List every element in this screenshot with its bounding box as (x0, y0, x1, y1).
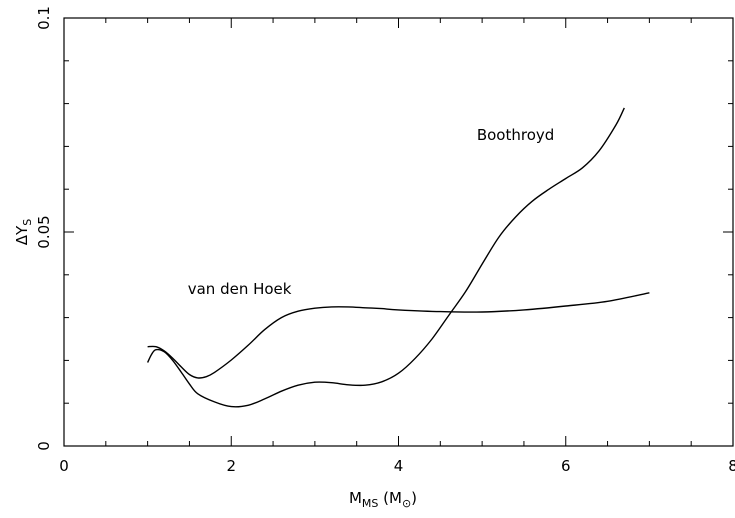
y-tick-label: 0 (35, 441, 53, 451)
axis-ticks: 0 2 4 6 8 0 0.05 0.1 (35, 6, 735, 475)
x-tick-label: 6 (561, 457, 571, 475)
series-line-boothroyd (146, 107, 625, 408)
y-tick-label: 0.05 (35, 215, 53, 248)
series-label-van-den-hoek: van den Hoek (188, 280, 292, 298)
x-axis-label-sub: MS (362, 497, 378, 510)
x-tick-label: 2 (226, 457, 236, 475)
y-axis-label-main: ΔY (13, 225, 31, 245)
y-tick-label: 0.1 (35, 6, 53, 30)
series-line-van-den-hoek (147, 292, 650, 379)
curve-labels: van den Hoek Boothroyd (188, 126, 555, 298)
plot-border (63, 17, 734, 447)
x-axis-label-unit-open: (M (378, 489, 402, 507)
y-axis-label-sub: S (21, 219, 34, 226)
sun-symbol-icon: ⊙ (402, 497, 411, 510)
x-tick-label: 8 (728, 457, 735, 475)
curves (146, 107, 650, 408)
x-tick-label: 4 (394, 457, 404, 475)
series-label-boothroyd: Boothroyd (477, 126, 554, 144)
x-tick-label: 0 (59, 457, 69, 475)
x-axis-label: MMS (M⊙) (349, 489, 417, 510)
y-axis-label: ΔYS (13, 219, 34, 245)
x-axis-label-main: M (349, 489, 362, 507)
x-axis-label-unit-close: ) (411, 489, 417, 507)
plot-frame (63, 17, 734, 447)
